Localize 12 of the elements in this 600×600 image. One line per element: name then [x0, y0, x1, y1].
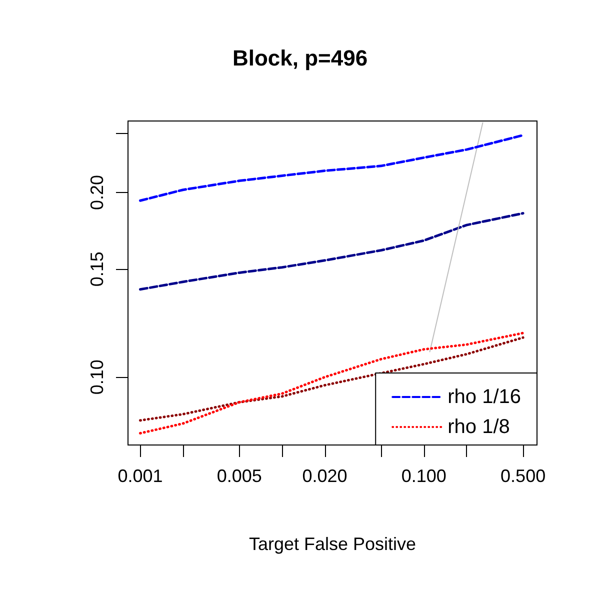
legend-label: rho 1/8 — [448, 416, 510, 438]
chart-title: Block, p=496 — [232, 46, 368, 70]
x-axis-title: Target False Positive — [248, 534, 416, 554]
x-tick-label: 0.001 — [118, 466, 163, 486]
x-tick-label: 0.005 — [216, 466, 262, 486]
x-tick-label: 0.020 — [302, 466, 348, 486]
x-tick-label: 0.100 — [401, 466, 446, 486]
y-tick-label: 0.15 — [87, 252, 107, 287]
y-tick-label: 0.10 — [87, 360, 107, 395]
legend-label: rho 1/16 — [448, 386, 521, 408]
x-tick-label: 0.500 — [500, 466, 546, 486]
y-tick-label: 0.20 — [87, 174, 107, 210]
